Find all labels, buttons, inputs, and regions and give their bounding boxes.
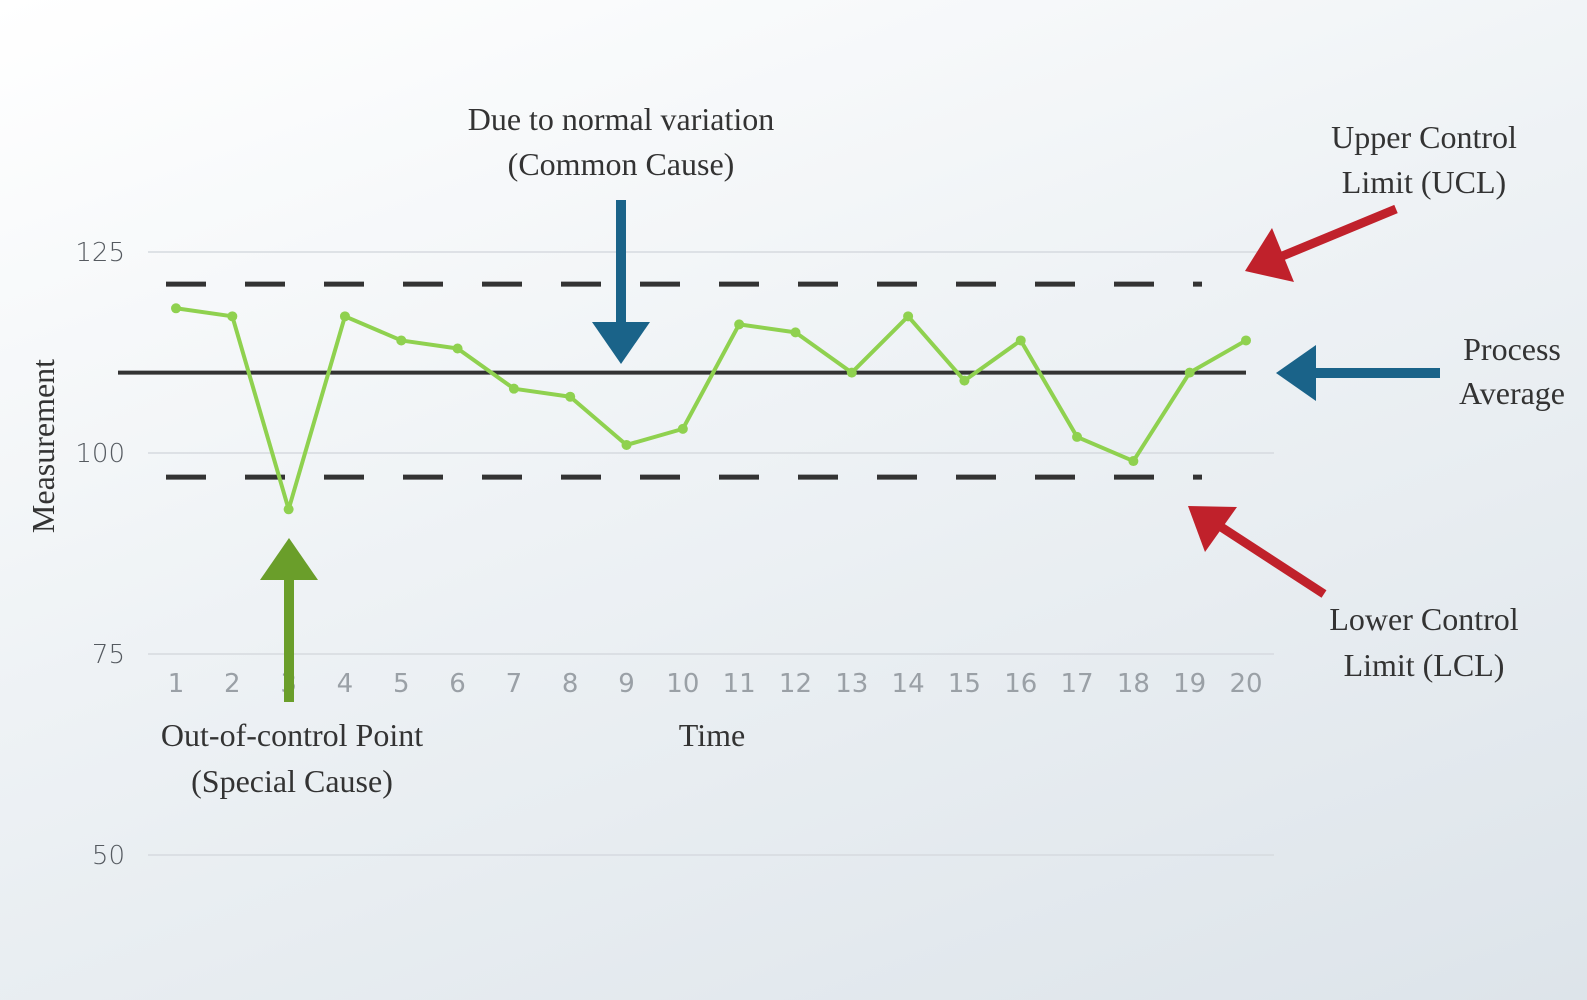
x-tick-label-18: 18 xyxy=(1117,669,1150,699)
x-tick-label-20: 20 xyxy=(1229,669,1262,699)
x-axis-title: Time xyxy=(679,717,745,753)
x-tick-labels: 1234567891011121314151617181920 xyxy=(168,669,1263,699)
data-point-8 xyxy=(565,391,576,402)
common-cause-label-line2: (Common Cause) xyxy=(508,146,735,182)
x-tick-label-2: 2 xyxy=(224,669,241,699)
reference-lines xyxy=(118,281,1246,480)
series xyxy=(171,303,1251,515)
x-tick-label-5: 5 xyxy=(393,669,410,699)
data-point-19 xyxy=(1184,367,1195,378)
data-point-11 xyxy=(734,319,745,330)
x-tick-label-11: 11 xyxy=(723,669,756,699)
special-cause-arrow-icon xyxy=(260,538,318,702)
x-tick-label-9: 9 xyxy=(618,669,635,699)
y-tick-label-50: 50 xyxy=(92,841,125,871)
data-point-3 xyxy=(283,504,294,515)
process-average-label-line2: Average xyxy=(1459,375,1565,411)
y-tick-label-75: 75 xyxy=(92,640,125,670)
y-tick-label-125: 125 xyxy=(75,238,125,268)
gridlines xyxy=(148,251,1274,856)
data-point-13 xyxy=(846,367,857,378)
y-axis-title: Measurement xyxy=(25,359,61,533)
lcl-label-line1: Lower Control xyxy=(1329,601,1518,637)
process-average-arrow-icon xyxy=(1276,345,1440,401)
x-tick-label-15: 15 xyxy=(948,669,981,699)
data-point-15 xyxy=(959,375,970,386)
data-point-18 xyxy=(1128,456,1139,467)
x-tick-label-7: 7 xyxy=(506,669,523,699)
data-point-10 xyxy=(677,423,688,434)
data-point-9 xyxy=(621,439,632,450)
process-average-label-line1: Process xyxy=(1463,331,1561,367)
data-point-12 xyxy=(790,327,801,338)
special-cause-label-line2: (Special Cause) xyxy=(191,763,393,799)
data-point-20 xyxy=(1241,335,1251,346)
x-tick-label-12: 12 xyxy=(779,669,812,699)
x-tick-label-6: 6 xyxy=(449,669,466,699)
ucl-label-line1: Upper Control xyxy=(1331,119,1517,155)
x-tick-label-19: 19 xyxy=(1173,669,1206,699)
data-point-1 xyxy=(171,303,181,314)
ucl-label-line2: Limit (UCL) xyxy=(1342,164,1506,200)
ucl-arrow-icon xyxy=(1245,204,1398,282)
x-tick-label-1: 1 xyxy=(168,669,185,699)
data-point-16 xyxy=(1015,335,1026,346)
common-cause-arrow-icon xyxy=(592,200,650,364)
lcl-arrow-icon xyxy=(1188,506,1327,598)
data-point-2 xyxy=(227,311,238,322)
y-tick-labels: 50 75 100 125 xyxy=(75,238,125,871)
lcl-label-line2: Limit (LCL) xyxy=(1344,647,1505,683)
common-cause-label-line1: Due to normal variation xyxy=(468,101,775,137)
data-point-6 xyxy=(452,343,463,354)
data-point-14 xyxy=(903,311,914,322)
x-tick-label-4: 4 xyxy=(337,669,354,699)
data-point-4 xyxy=(339,311,350,322)
special-cause-label-line1: Out-of-control Point xyxy=(161,717,423,753)
x-tick-label-17: 17 xyxy=(1061,669,1094,699)
data-point-5 xyxy=(396,335,407,346)
data-point-7 xyxy=(508,383,519,394)
y-tick-label-100: 100 xyxy=(75,439,125,469)
data-point-17 xyxy=(1072,431,1083,442)
x-tick-label-16: 16 xyxy=(1004,669,1037,699)
x-tick-label-10: 10 xyxy=(666,669,699,699)
series-line-0 xyxy=(175,306,1247,512)
x-tick-label-8: 8 xyxy=(562,669,579,699)
x-tick-label-14: 14 xyxy=(892,669,925,699)
x-tick-label-13: 13 xyxy=(835,669,868,699)
